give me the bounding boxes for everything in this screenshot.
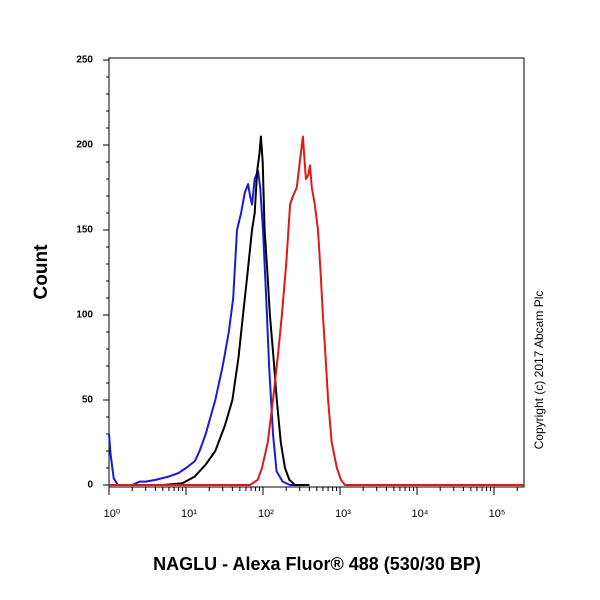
y-tick-label: 200 (76, 140, 93, 151)
copyright: Copyright (c) 2017 Abcam Plc (532, 291, 546, 450)
series-line (109, 135, 524, 486)
x-tick-label: 10³ (335, 508, 351, 520)
y-tick-label: 150 (76, 225, 93, 236)
y-tick-label: 50 (82, 395, 94, 406)
y-axis-label: Count (31, 244, 52, 300)
y-tick-label: 250 (76, 55, 93, 66)
plot-frame (108, 57, 525, 488)
y-tick-label: 0 (87, 480, 93, 491)
x-tick-label: 10⁰ (104, 508, 121, 520)
x-tick-label: 10¹ (181, 508, 197, 520)
y-tick-label: 100 (76, 310, 93, 321)
x-axis-label: NAGLU - Alexa Fluor® 488 (530/30 BP) (153, 554, 481, 574)
x-tick-label: 10⁵ (489, 508, 506, 520)
series-line (109, 135, 310, 486)
series-line (108, 169, 310, 486)
x-tick-label: 10² (258, 508, 274, 520)
x-tick-label: 10⁴ (412, 508, 429, 520)
